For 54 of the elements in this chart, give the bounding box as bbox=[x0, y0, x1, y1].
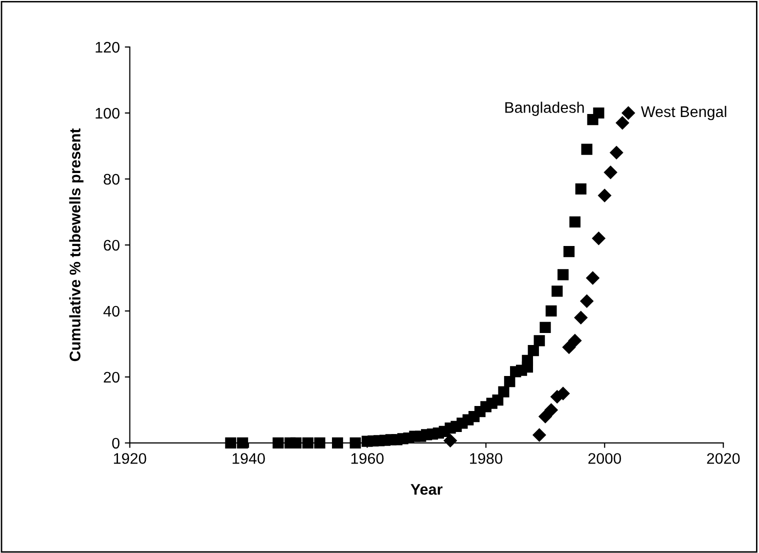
x-tick-label: 1960 bbox=[351, 453, 384, 464]
point bbox=[544, 403, 558, 417]
point bbox=[552, 286, 563, 297]
point bbox=[290, 437, 302, 449]
point bbox=[302, 437, 314, 449]
point bbox=[546, 305, 557, 317]
point bbox=[532, 428, 546, 442]
y-tick-label: 100 bbox=[96, 108, 120, 119]
x-tick-label: 1920 bbox=[114, 453, 146, 464]
point bbox=[586, 271, 600, 285]
series-label: Bangladesh bbox=[505, 102, 584, 116]
point bbox=[225, 437, 236, 449]
point bbox=[610, 146, 624, 160]
point bbox=[580, 294, 594, 308]
point bbox=[563, 246, 575, 258]
point bbox=[534, 335, 545, 346]
series-label: West Bengal bbox=[640, 106, 726, 120]
y-axis-title: Cumulative % tubewells present bbox=[69, 128, 84, 362]
y-tick-label: 20 bbox=[104, 372, 120, 383]
point bbox=[598, 188, 612, 202]
y-tick-label: 60 bbox=[104, 240, 120, 251]
point bbox=[569, 216, 580, 228]
point bbox=[593, 107, 604, 119]
point bbox=[444, 434, 457, 448]
point bbox=[332, 437, 344, 449]
point bbox=[562, 340, 576, 354]
point bbox=[604, 166, 618, 179]
y-tick-label: 40 bbox=[103, 306, 120, 317]
point bbox=[350, 437, 361, 449]
point bbox=[314, 437, 326, 449]
point bbox=[575, 183, 586, 194]
point bbox=[504, 376, 516, 388]
point bbox=[574, 310, 588, 324]
point bbox=[540, 322, 551, 334]
point bbox=[592, 232, 606, 245]
x-tick-label: 2020 bbox=[707, 453, 740, 464]
x-tick-label: 1940 bbox=[232, 453, 265, 464]
point bbox=[568, 334, 582, 348]
x-axis-title: Year bbox=[410, 484, 442, 495]
point bbox=[581, 144, 592, 155]
point bbox=[498, 386, 510, 398]
point bbox=[528, 345, 539, 356]
point bbox=[272, 437, 284, 449]
point bbox=[522, 354, 534, 366]
point bbox=[616, 116, 630, 130]
point bbox=[622, 106, 635, 120]
x-tick-label: 2000 bbox=[588, 453, 622, 464]
y-tick-label: 120 bbox=[96, 42, 120, 53]
x-tick-label: 1980 bbox=[470, 453, 502, 464]
point bbox=[237, 437, 248, 449]
point bbox=[538, 410, 552, 424]
y-tick-label: 0 bbox=[112, 438, 120, 449]
point bbox=[558, 269, 569, 280]
y-tick-label: 80 bbox=[104, 174, 120, 185]
